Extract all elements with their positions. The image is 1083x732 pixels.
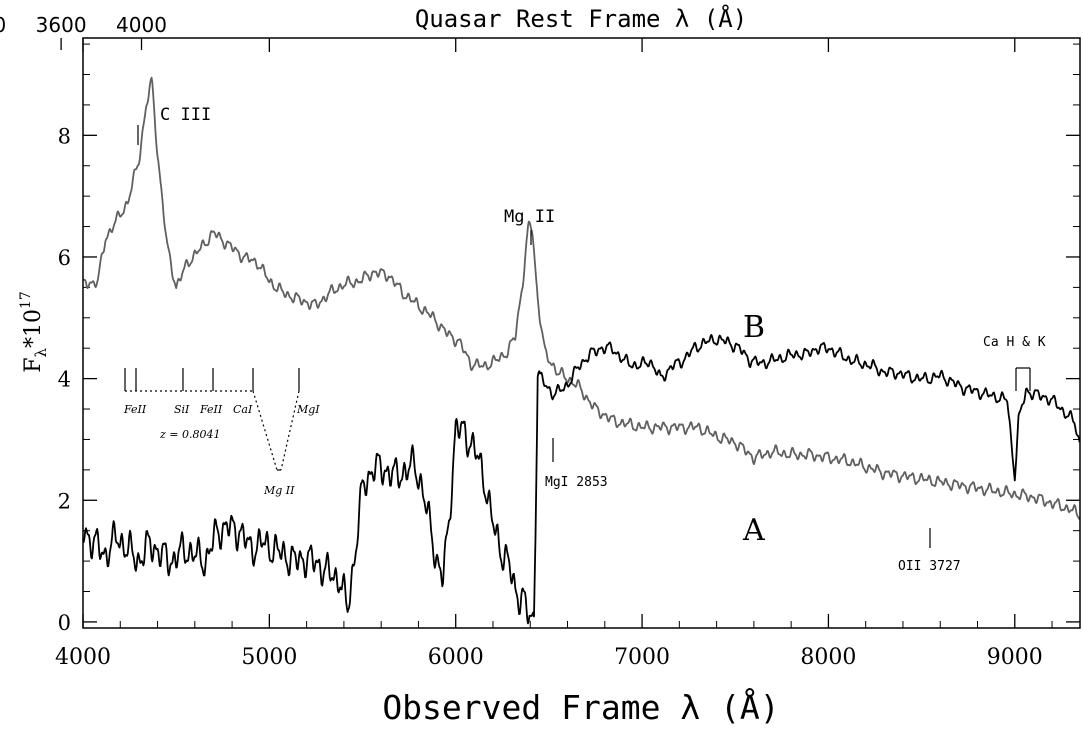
annotation-mgi-2853: MgI 2853: [545, 475, 608, 490]
x-tick-label: 7000: [614, 645, 670, 670]
annotation-label-b: B: [743, 310, 765, 345]
y-tick-label: 2: [58, 489, 71, 513]
annotation-c-iii: C III: [160, 105, 211, 125]
annotation-ca-h-k: Ca H & K: [983, 335, 1046, 350]
series-layer: [82, 76, 1081, 625]
y-tick-label: 0: [58, 611, 71, 635]
series-line-a: [82, 334, 1081, 625]
x-tick-label: 5000: [241, 645, 297, 670]
annotation-abs-mgi: MgI: [296, 403, 320, 416]
x2-tick-label: 3200: [0, 13, 6, 37]
series-line-b: [82, 76, 1081, 521]
x2-axis-title: Quasar Rest Frame λ (Å): [415, 4, 747, 33]
annotation-abs-feii-1: FeII: [123, 403, 147, 416]
axis-ticks-layer: 4000500060007000800090002000240028003200…: [0, 13, 1080, 670]
annotation-abs-mg-ii: Mg II: [263, 484, 295, 497]
x-axis-title: Observed Frame λ (Å): [382, 687, 779, 727]
x2-tick-label: 3600: [36, 13, 87, 37]
mgii-absorption-guide-left: [252, 390, 278, 471]
y-tick-label: 4: [58, 368, 71, 392]
y-tick-label: 8: [58, 124, 71, 148]
plot-frame: [82, 37, 1081, 629]
y-axis-title-suffix: *10: [21, 309, 46, 348]
y-axis-title-sup: 17: [18, 291, 34, 309]
y-axis-title-sub: λ: [32, 348, 50, 358]
annotation-oii-3727: OII 3727: [898, 559, 961, 574]
annotation-redshift: z = 0.8041: [159, 428, 221, 441]
annotation-abs-cai: CaI: [233, 403, 253, 416]
x-tick-label: 8000: [800, 645, 856, 670]
annotation-abs-feii-2: FeII: [199, 403, 223, 416]
x-tick-label: 4000: [55, 645, 111, 670]
mgii-absorption-guide-right: [280, 390, 300, 471]
y-tick-label: 6: [58, 246, 71, 270]
x-tick-label: 6000: [428, 645, 484, 670]
x2-tick-label: 4000: [116, 13, 167, 37]
annotation-mg-ii-emission: Mg II: [504, 207, 555, 227]
y-axis-title-main: F: [21, 358, 46, 373]
line-markers-layer: [124, 125, 1031, 548]
y-axis-title: Fλ*1017: [18, 291, 50, 373]
annotation-abs-sii: SiI: [174, 403, 190, 416]
x-tick-label: 9000: [987, 645, 1043, 670]
annotation-label-a: A: [742, 513, 765, 548]
